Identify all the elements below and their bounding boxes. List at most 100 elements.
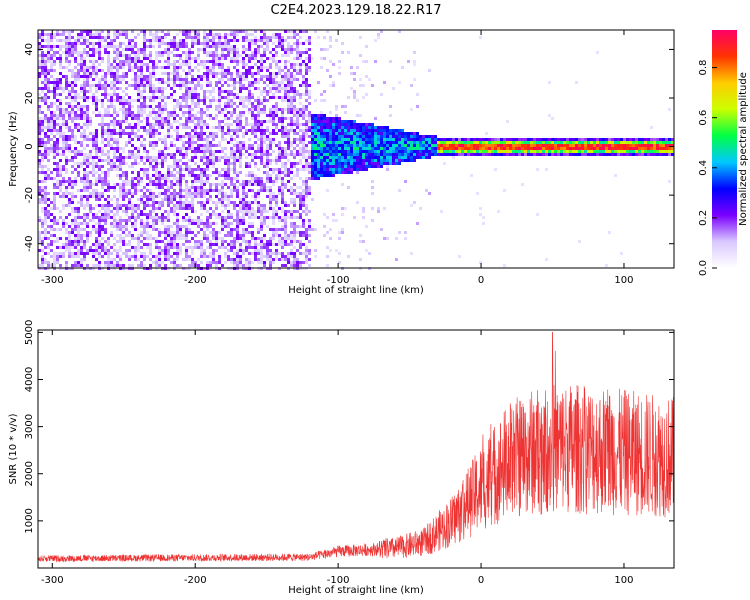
spectrogram-cell <box>194 135 197 138</box>
spectrogram-cell <box>218 93 221 96</box>
spectrogram-cell <box>329 153 332 156</box>
spectrogram-cell <box>227 255 230 258</box>
spectrogram-cell <box>71 51 74 54</box>
spectrogram-cell <box>308 93 311 96</box>
spectrogram-cell <box>152 201 155 204</box>
spectrogram-cell <box>89 162 92 165</box>
spectrogram-cell <box>224 192 227 195</box>
spectrogram-cell <box>206 54 209 57</box>
spectrogram-cell <box>278 72 281 75</box>
spectrogram-cell <box>218 159 221 162</box>
spectrogram-cell <box>341 105 344 108</box>
spectrogram-cell <box>173 117 176 120</box>
spectrogram-cell <box>185 162 188 165</box>
spectrogram-cell <box>167 60 170 63</box>
spectrogram-cell <box>284 150 287 153</box>
spectrogram-cell <box>122 108 125 111</box>
spectrogram-cell <box>176 150 179 153</box>
spectrogram-cell <box>254 252 257 255</box>
spectrogram-cell <box>290 261 293 264</box>
spectrogram-cell <box>125 45 128 48</box>
spectrogram-cell <box>254 63 257 66</box>
spectrogram-cell <box>215 213 218 216</box>
spectrogram-cell <box>161 123 164 126</box>
spectrogram-cell <box>269 72 272 75</box>
spectrogram-cell <box>278 171 281 174</box>
spectrogram-cell <box>347 165 350 168</box>
spectrogram-cell <box>338 165 341 168</box>
spectrogram-cell <box>125 132 128 135</box>
spectrogram-cell <box>263 219 266 222</box>
spectrogram-cell <box>209 144 212 147</box>
spectrogram-cell <box>350 135 353 138</box>
spectrogram-cell <box>362 216 365 219</box>
spectrogram-cell <box>254 174 257 177</box>
spectrogram-cell <box>236 213 239 216</box>
spectrogram-cell <box>140 78 143 81</box>
spectrogram-cell <box>107 114 110 117</box>
spectrogram-cell <box>137 135 140 138</box>
spectrogram-cell <box>197 192 200 195</box>
spectrogram-cell <box>305 48 308 51</box>
spectrogram-cell <box>227 243 230 246</box>
spectrogram-cell <box>284 240 287 243</box>
spectrogram-cell <box>248 108 251 111</box>
spectrogram-cell <box>98 30 101 33</box>
spectrogram-cell <box>74 228 77 231</box>
spectrogram-cell <box>215 144 218 147</box>
spectrogram-cell <box>281 96 284 99</box>
spectrogram-cell <box>107 144 110 147</box>
spectrogram-cell <box>194 156 197 159</box>
spectrogram-cell <box>65 48 68 51</box>
spectrogram-cell <box>329 168 332 171</box>
spectrogram-cell <box>293 192 296 195</box>
spectrogram-cell <box>182 168 185 171</box>
spectrogram-cell <box>227 195 230 198</box>
spectrogram-cell <box>119 120 122 123</box>
spectrogram-cell <box>179 102 182 105</box>
spectrogram-cell <box>185 54 188 57</box>
spectrogram-cell <box>308 165 311 168</box>
spectrogram-cell <box>236 117 239 120</box>
spectrogram-cell <box>152 222 155 225</box>
spectrogram-cell <box>134 237 137 240</box>
spectrogram-cell <box>266 48 269 51</box>
spectrogram-cell <box>302 123 305 126</box>
spectrogram-cell <box>191 171 194 174</box>
spectrogram-cell <box>137 51 140 54</box>
spectrogram-cell <box>251 222 254 225</box>
spectrogram-cell <box>74 246 77 249</box>
spectrogram-cell <box>41 225 44 228</box>
spectrogram-cell <box>332 135 335 138</box>
spectrogram-cell <box>218 261 221 264</box>
spectrogram-cell <box>236 57 239 60</box>
spectrogram-cell <box>179 264 182 267</box>
spectrogram-cell <box>317 81 320 84</box>
spectrogram-cell <box>65 57 68 60</box>
spectrogram-cell <box>194 174 197 177</box>
spectrogram-cell <box>299 150 302 153</box>
spectrogram-cell <box>128 54 131 57</box>
spectrogram-cell <box>53 36 56 39</box>
spectrogram-cell <box>56 207 59 210</box>
spectrogram-cell <box>308 48 311 51</box>
spectrogram-cell <box>185 126 188 129</box>
spectrogram-cell <box>227 84 230 87</box>
spectrogram-cell <box>74 156 77 159</box>
spectrogram-cell <box>158 126 161 129</box>
spectrogram-cell <box>140 96 143 99</box>
spectrogram-cell <box>86 90 89 93</box>
spectrogram-cell <box>236 177 239 180</box>
spectrogram-cell <box>281 69 284 72</box>
spectrogram-cell <box>188 132 191 135</box>
spectrogram-cell <box>95 132 98 135</box>
spectrogram-cell <box>278 69 281 72</box>
spectrogram-cell <box>134 63 137 66</box>
spectrogram-cell <box>230 180 233 183</box>
spectrogram-cell <box>278 90 281 93</box>
spectrogram-cell <box>179 234 182 237</box>
spectrogram-cell <box>308 186 311 189</box>
spectrogram-cell <box>107 69 110 72</box>
spectrogram-cell <box>68 69 71 72</box>
spectrogram-cell <box>236 93 239 96</box>
